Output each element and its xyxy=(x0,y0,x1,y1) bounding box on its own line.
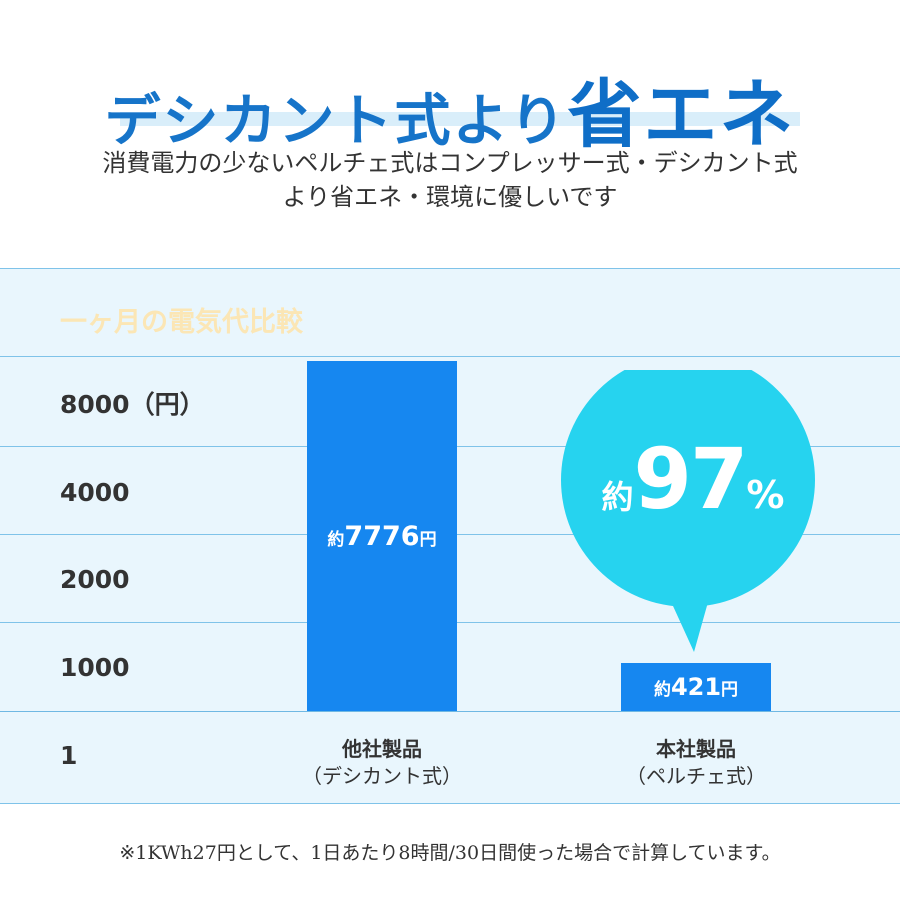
y-tick-label: 1 xyxy=(60,741,78,770)
headline: デシカント式より省エネ xyxy=(0,55,900,162)
headline-underline xyxy=(120,112,800,126)
subtitle: 消費電力の少ないペルチェ式はコンプレッサー式・デシカント式 より省エネ・環境に優… xyxy=(0,146,900,214)
headline-main: デシカント式より xyxy=(104,88,568,154)
category-label: 本社製品 （ペルチェ式） xyxy=(626,737,766,788)
speech-bubble xyxy=(561,370,815,652)
bar-other-company: 約7776円 xyxy=(307,361,457,711)
headline-accent: 省エネ xyxy=(567,72,796,158)
bubble-tail xyxy=(668,595,710,652)
footnote: ※1KWh27円として、1日あたり8時間/30日間使った場合で計算しています。 xyxy=(119,842,781,864)
gridline xyxy=(0,356,900,357)
savings-annotation: 約97% xyxy=(601,430,785,528)
y-tick-label: 2000 xyxy=(60,565,130,594)
y-tick-label: 8000（円） xyxy=(60,390,205,419)
subtitle-line-1: 消費電力の少ないペルチェ式はコンプレッサー式・デシカント式 xyxy=(102,149,798,177)
bar-value-label: 約421円 xyxy=(653,673,739,701)
y-tick-label: 1000 xyxy=(60,653,130,682)
y-tick-label: 4000 xyxy=(60,478,130,507)
baseline xyxy=(0,711,900,712)
bar-our-company: 約421円 xyxy=(621,663,771,711)
bar-value-label: 約7776円 xyxy=(327,520,437,552)
subtitle-line-2: より省エネ・環境に優しいです xyxy=(282,183,618,211)
chart-title: 一ヶ月の電気代比較 xyxy=(60,307,303,338)
bubble-circle xyxy=(561,370,815,607)
category-label: 他社製品 （デシカント式） xyxy=(302,737,462,788)
